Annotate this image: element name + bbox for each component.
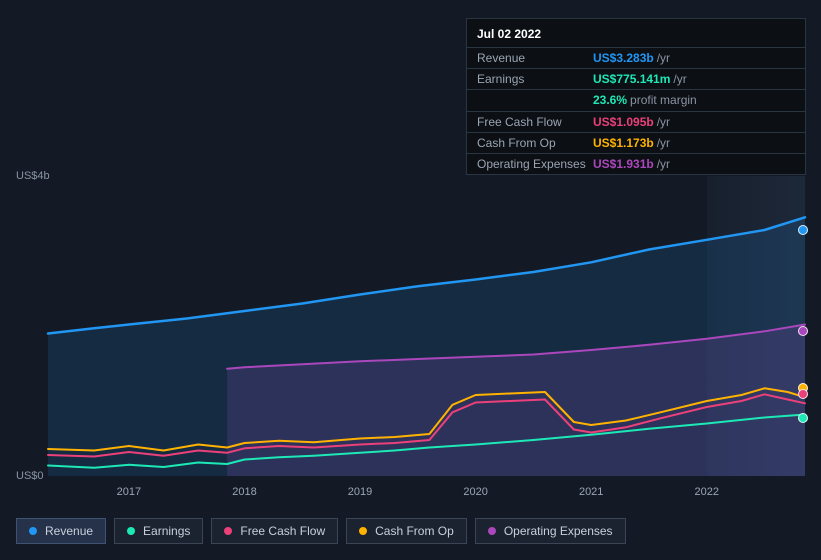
tooltip-row: Free Cash FlowUS$1.095b/yr <box>467 112 805 133</box>
legend-swatch <box>29 527 37 535</box>
tooltip-row-value: US$1.931b/yr <box>593 156 795 172</box>
tooltip-row: EarningsUS$775.141m/yr <box>467 69 805 90</box>
tooltip-row-label: Revenue <box>477 50 593 66</box>
series-marker <box>798 389 808 399</box>
legend-label: Operating Expenses <box>504 524 613 538</box>
legend-label: Revenue <box>45 524 93 538</box>
tooltip-date: Jul 02 2022 <box>467 19 805 48</box>
chart-plot[interactable] <box>48 176 805 476</box>
tooltip-subrow: 23.6%profit margin <box>467 90 805 111</box>
tooltip-row-value: US$1.095b/yr <box>593 114 795 130</box>
x-axis-tick: 2022 <box>695 486 719 498</box>
legend-item[interactable]: Free Cash Flow <box>211 518 338 544</box>
tooltip-row-label: Cash From Op <box>477 135 593 151</box>
x-axis-tick: 2020 <box>463 486 487 498</box>
legend-label: Free Cash Flow <box>240 524 325 538</box>
tooltip-row-value: US$1.173b/yr <box>593 135 795 151</box>
tooltip-row-value: US$3.283b/yr <box>593 50 795 66</box>
legend-label: Cash From Op <box>375 524 454 538</box>
tooltip-rows: RevenueUS$3.283b/yrEarningsUS$775.141m/y… <box>467 48 805 174</box>
series-area <box>48 217 805 476</box>
tooltip-row-label: Earnings <box>477 71 593 87</box>
chart-svg <box>48 176 805 476</box>
legend-item[interactable]: Cash From Op <box>346 518 467 544</box>
legend-swatch <box>127 527 135 535</box>
data-tooltip: Jul 02 2022 RevenueUS$3.283b/yrEarningsU… <box>466 18 806 175</box>
legend-swatch <box>359 527 367 535</box>
tooltip-row: RevenueUS$3.283b/yr <box>467 48 805 69</box>
series-marker <box>798 413 808 423</box>
x-axis-tick: 2017 <box>117 486 141 498</box>
tooltip-row: Cash From OpUS$1.173b/yr <box>467 133 805 154</box>
legend-swatch <box>488 527 496 535</box>
tooltip-row-value: US$775.141m/yr <box>593 71 795 87</box>
tooltip-row: Operating ExpensesUS$1.931b/yr <box>467 154 805 174</box>
tooltip-row-label: Free Cash Flow <box>477 114 593 130</box>
x-axis-tick: 2018 <box>232 486 256 498</box>
legend: Revenue Earnings Free Cash Flow Cash From O… <box>16 518 626 544</box>
tooltip-row-label: Operating Expenses <box>477 156 593 172</box>
legend-item[interactable]: Operating Expenses <box>475 518 626 544</box>
series-marker <box>798 326 808 336</box>
chart-area[interactable]: 201720182019202020212022 US$0US$4b <box>16 160 805 480</box>
legend-item[interactable]: Earnings <box>114 518 203 544</box>
y-axis-tick: US$4b <box>16 170 46 182</box>
legend-item[interactable]: Revenue <box>16 518 106 544</box>
series-marker <box>798 225 808 235</box>
x-axis-tick: 2019 <box>348 486 372 498</box>
x-axis: 2017 2018 2019 2020 2021 2022 <box>48 480 805 500</box>
legend-label: Earnings <box>143 524 190 538</box>
x-axis-tick: 2021 <box>579 486 603 498</box>
legend-swatch <box>224 527 232 535</box>
y-axis-tick: US$0 <box>16 470 46 482</box>
